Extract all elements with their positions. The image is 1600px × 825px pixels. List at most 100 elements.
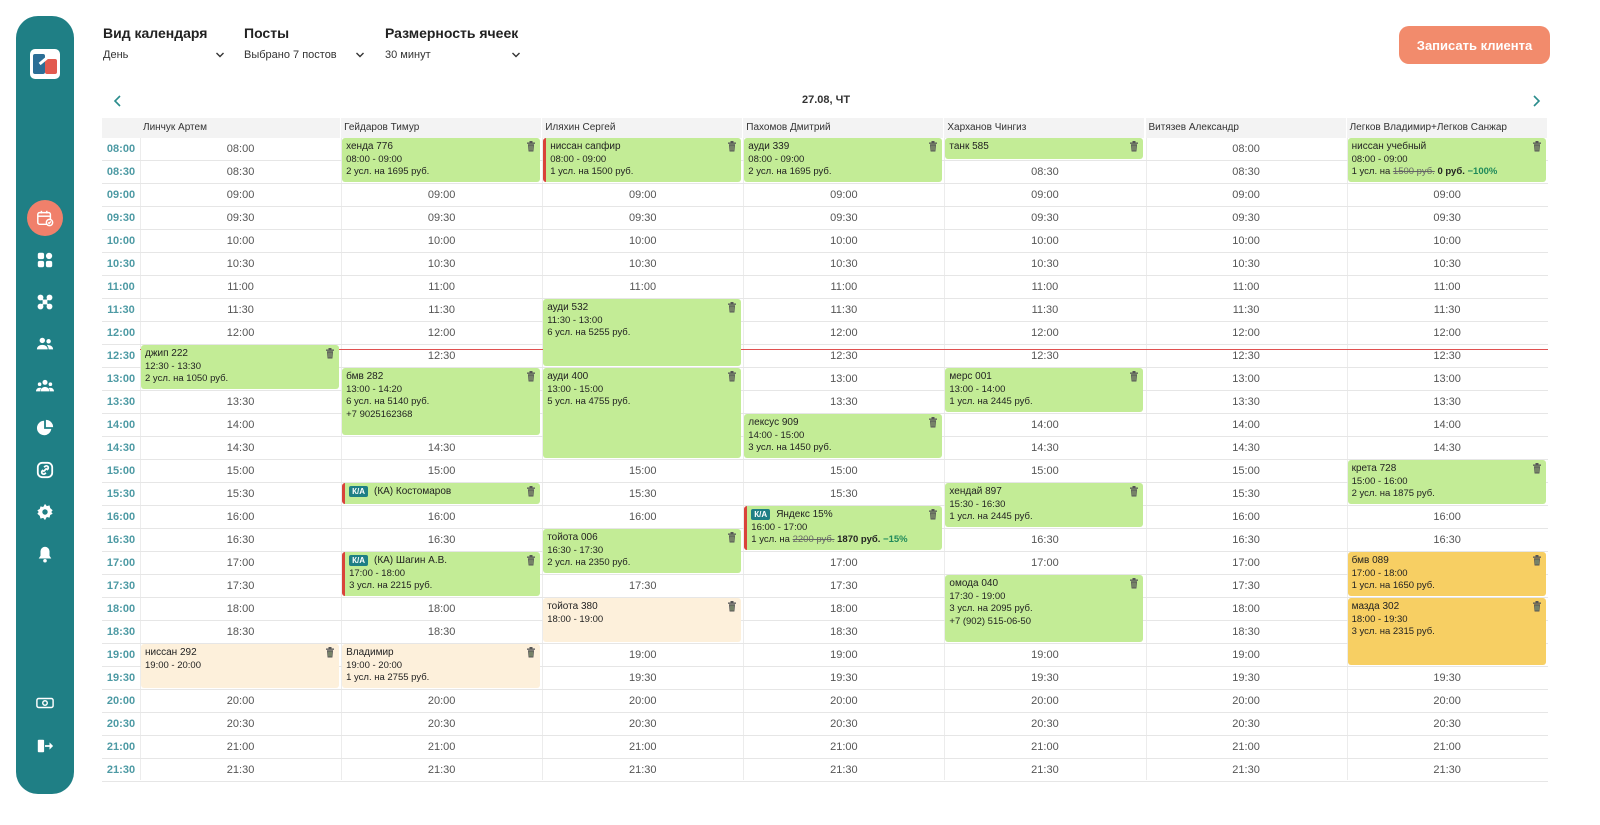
time-cell[interactable]: 09:30 — [1232, 212, 1260, 224]
time-cell[interactable]: 16:00 — [226, 511, 255, 523]
time-cell[interactable]: 16:00 — [1433, 511, 1461, 523]
time-cell[interactable]: 10:30 — [1031, 258, 1059, 270]
time-cell[interactable]: 17:00 — [226, 557, 255, 569]
time-cell[interactable]: 13:00 — [1433, 373, 1461, 385]
time-cell[interactable]: 17:00 — [830, 557, 858, 569]
time-cell[interactable]: 11:30 — [1433, 304, 1461, 316]
time-cell[interactable]: 20:30 — [226, 718, 255, 730]
time-cell[interactable]: 11:00 — [1433, 281, 1461, 293]
time-cell[interactable]: 10:30 — [1433, 258, 1461, 270]
trash-icon[interactable] — [727, 532, 737, 543]
trash-icon[interactable] — [1532, 601, 1542, 612]
time-cell[interactable]: 10:00 — [427, 235, 456, 247]
trash-icon[interactable] — [928, 141, 938, 152]
trash-icon[interactable] — [526, 555, 536, 566]
time-cell[interactable]: 13:30 — [1433, 396, 1461, 408]
trash-icon[interactable] — [1532, 141, 1542, 152]
appointment-card[interactable]: мазда 302 18:00 - 19:30 3 усл. на 2315 руб… — [1347, 598, 1546, 665]
time-cell[interactable]: 09:00 — [1433, 189, 1461, 201]
time-cell[interactable]: 19:00 — [1232, 649, 1260, 661]
pie-chart-icon[interactable] — [35, 418, 55, 438]
appointment-card[interactable]: омода 040 17:30 - 19:00 3 усл. на 2095 руб… — [945, 575, 1144, 642]
appointment-card[interactable]: хенда 776 08:00 - 09:00 2 усл. на 1695 руб… — [342, 138, 541, 182]
appointment-card[interactable]: крета 728 15:00 - 16:00 2 усл. на 1875 руб… — [1347, 460, 1546, 504]
time-cell[interactable]: 21:00 — [628, 741, 657, 753]
appointment-card[interactable]: Владимир 19:00 - 20:00 1 усл. на 2755 руб. — [342, 644, 541, 688]
trash-icon[interactable] — [1129, 578, 1139, 589]
cash-icon[interactable] — [35, 693, 55, 713]
time-cell[interactable]: 10:30 — [830, 258, 858, 270]
time-cell[interactable]: 15:30 — [628, 488, 657, 500]
time-cell[interactable]: 20:00 — [830, 695, 858, 707]
time-cell[interactable]: 10:30 — [427, 258, 456, 270]
time-cell[interactable]: 13:30 — [1232, 396, 1260, 408]
time-cell[interactable]: 11:00 — [428, 281, 455, 293]
time-cell[interactable]: 11:00 — [227, 281, 254, 293]
time-cell[interactable]: 15:00 — [628, 465, 657, 477]
time-cell[interactable]: 17:00 — [1232, 557, 1260, 569]
time-cell[interactable]: 21:00 — [1031, 741, 1059, 753]
appointment-card[interactable]: мерс 001 13:00 - 14:00 1 усл. на 2445 руб. — [945, 368, 1144, 412]
time-cell[interactable]: 10:00 — [226, 235, 255, 247]
trash-icon[interactable] — [325, 348, 335, 359]
appointment-card[interactable]: К/А (КА) Костомаров — [342, 483, 541, 504]
time-cell[interactable]: 19:00 — [830, 649, 858, 661]
time-cell[interactable]: 12:00 — [1031, 327, 1059, 339]
appointment-card[interactable]: ауди 400 13:00 - 15:00 5 усл. на 4755 руб. — [543, 368, 742, 458]
time-cell[interactable]: 18:30 — [427, 626, 456, 638]
time-cell[interactable]: 18:00 — [1232, 603, 1260, 615]
time-cell[interactable]: 13:30 — [830, 396, 858, 408]
time-cell[interactable]: 12:00 — [226, 327, 255, 339]
time-cell[interactable]: 19:30 — [628, 672, 657, 684]
time-cell[interactable]: 19:30 — [1232, 672, 1260, 684]
cell-size-filter[interactable]: Размерность ячеек 30 минут — [385, 25, 521, 61]
time-cell[interactable]: 21:30 — [1433, 764, 1461, 776]
bell-icon[interactable] — [35, 544, 55, 564]
time-cell[interactable]: 20:30 — [1232, 718, 1260, 730]
time-cell[interactable]: 10:00 — [1433, 235, 1461, 247]
time-cell[interactable]: 10:00 — [830, 235, 858, 247]
time-cell[interactable]: 20:00 — [226, 695, 255, 707]
appointment-card[interactable]: К/А (КА) Шагин А.В. 17:00 - 18:00 3 усл. на… — [342, 552, 541, 596]
time-cell[interactable]: 20:00 — [1031, 695, 1059, 707]
trash-icon[interactable] — [727, 371, 737, 382]
time-cell[interactable]: 09:30 — [226, 212, 255, 224]
trash-icon[interactable] — [1532, 463, 1542, 474]
trash-icon[interactable] — [526, 486, 536, 497]
calendar-icon[interactable] — [27, 200, 63, 236]
time-cell[interactable]: 09:00 — [1031, 189, 1059, 201]
time-cell[interactable]: 12:30 — [1232, 350, 1260, 362]
time-cell[interactable]: 20:00 — [427, 695, 456, 707]
time-cell[interactable]: 11:30 — [1232, 304, 1260, 316]
time-cell[interactable]: 20:30 — [427, 718, 456, 730]
time-cell[interactable]: 11:00 — [1031, 281, 1059, 293]
app-logo[interactable] — [30, 49, 60, 79]
time-cell[interactable]: 18:00 — [830, 603, 858, 615]
time-cell[interactable]: 19:00 — [628, 649, 657, 661]
time-cell[interactable]: 09:30 — [830, 212, 858, 224]
trash-icon[interactable] — [325, 647, 335, 658]
time-cell[interactable]: 13:30 — [226, 396, 255, 408]
time-cell[interactable]: 10:30 — [1232, 258, 1260, 270]
time-cell[interactable]: 08:30 — [1232, 166, 1260, 178]
trash-icon[interactable] — [1129, 486, 1139, 497]
time-cell[interactable]: 15:00 — [1031, 465, 1059, 477]
time-cell[interactable]: 11:30 — [830, 304, 858, 316]
trash-icon[interactable] — [526, 647, 536, 658]
time-cell[interactable]: 20:00 — [1433, 695, 1461, 707]
time-cell[interactable]: 16:30 — [427, 534, 456, 546]
time-cell[interactable]: 09:00 — [226, 189, 255, 201]
time-cell[interactable]: 18:30 — [1232, 626, 1260, 638]
network-icon[interactable] — [35, 292, 55, 312]
time-cell[interactable]: 11:30 — [1031, 304, 1059, 316]
time-cell[interactable]: 15:30 — [226, 488, 255, 500]
trash-icon[interactable] — [727, 141, 737, 152]
time-cell[interactable]: 14:30 — [1433, 442, 1461, 454]
time-cell[interactable]: 16:30 — [1232, 534, 1260, 546]
time-cell[interactable]: 14:00 — [1232, 419, 1260, 431]
time-cell[interactable]: 12:30 — [1031, 350, 1059, 362]
appointment-card[interactable]: лексус 909 14:00 - 15:00 3 усл. на 1450 ру… — [744, 414, 943, 458]
logout-icon[interactable] — [35, 736, 55, 756]
time-cell[interactable]: 17:30 — [1232, 580, 1260, 592]
time-cell[interactable]: 21:00 — [1433, 741, 1461, 753]
